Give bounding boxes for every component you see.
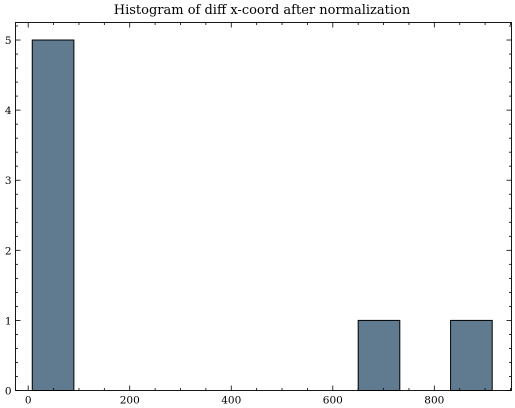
x-tick-label-4: 800 <box>424 395 444 407</box>
x-tick-label-3: 600 <box>323 395 343 407</box>
y-tick-label-3: 3 <box>5 175 12 187</box>
y-tick-label-1: 1 <box>5 315 12 327</box>
ticks-group <box>15 22 512 391</box>
histogram-bar-1 <box>357 319 401 391</box>
plot-frame <box>15 22 512 391</box>
chart-title: Histogram of diff x-coord after normaliz… <box>114 3 411 18</box>
bars-group <box>31 39 493 392</box>
y-tick-label-2: 2 <box>5 245 12 257</box>
x-tick-label-0: 0 <box>25 395 32 407</box>
x-tick-label-1: 200 <box>120 395 140 407</box>
x-tick-label-2: 400 <box>221 395 241 407</box>
histogram-bar-0 <box>31 39 75 392</box>
y-tick-label-4: 4 <box>5 105 12 117</box>
tick-labels-group: 0 200 400 600 800 0 1 2 3 4 5 <box>5 35 445 406</box>
y-tick-label-5: 5 <box>5 35 12 47</box>
histogram-bar-2 <box>450 319 493 391</box>
y-tick-label-0: 0 <box>5 386 12 398</box>
